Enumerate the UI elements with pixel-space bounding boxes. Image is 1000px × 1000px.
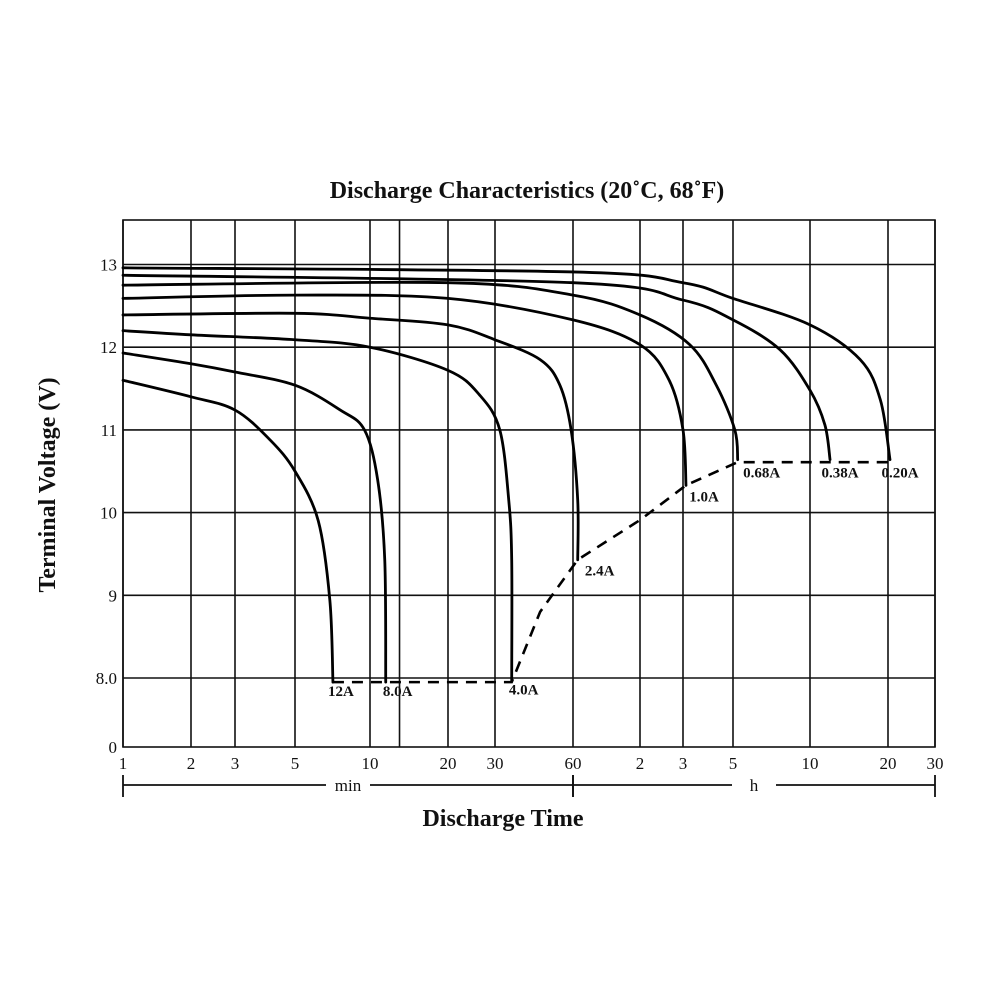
curve-0-68A [121, 280, 740, 462]
cutoff-voltage-line [332, 460, 891, 684]
x-tick-label: 30 [927, 754, 944, 773]
x-tick-label: 5 [291, 754, 300, 773]
curve-12A [121, 378, 335, 684]
x-axis-label: Discharge Time [422, 806, 583, 832]
x-tick-label: 20 [880, 754, 897, 773]
y-tick-label: 0 [109, 738, 118, 757]
x-tick-label: 3 [679, 754, 688, 773]
x-tick-label: 20 [440, 754, 457, 773]
curve-4-0A [121, 329, 514, 682]
curve-label: 1.0A [689, 489, 719, 505]
x-tick-label: 3 [231, 754, 240, 773]
x-tick-labels: 1 2 3 5 10 20 30 60 2 3 5 10 20 30 [119, 754, 944, 773]
y-tick-labels: 0 8.0 9 10 11 12 13 [96, 256, 117, 758]
curve-label: 12A [328, 684, 354, 700]
x-tick-label: 5 [729, 754, 738, 773]
y-tick-label: 11 [101, 421, 117, 440]
curve-label: 0.20A [881, 466, 918, 482]
x-tick-label: 1 [119, 754, 128, 773]
time-unit-brackets: min h [122, 775, 936, 797]
curve-1-0A [121, 293, 688, 487]
chart-title: Discharge Characteristics (20˚C, 68˚F) [330, 178, 725, 204]
curve-label: 0.68A [743, 466, 780, 482]
y-tick-label: 9 [109, 586, 118, 605]
y-tick-label: 13 [100, 256, 117, 275]
x-tick-label: 10 [802, 754, 819, 773]
curve-label: 2.4A [585, 564, 615, 580]
y-tick-label: 10 [100, 504, 117, 523]
x-tick-label: 10 [362, 754, 379, 773]
curve-0-20A [121, 266, 892, 462]
curve-label: 4.0A [509, 682, 539, 698]
discharge-curves [121, 266, 892, 684]
y-axis-label: Terminal Voltage (V) [35, 377, 61, 592]
curve-8-0A [121, 351, 388, 684]
time-unit-label: min [335, 776, 362, 795]
grid [122, 219, 936, 748]
curve-labels: 12A 8.0A 4.0A 2.4A 1.0A 0.68A 0.38A 0.20A [328, 466, 919, 700]
x-tick-label: 60 [565, 754, 582, 773]
curve-2-4A [121, 311, 580, 562]
curve-label: 0.38A [821, 466, 858, 482]
curve-label: 8.0A [383, 684, 413, 700]
plot-frame [122, 219, 936, 748]
y-tick-label: 8.0 [96, 669, 117, 688]
x-tick-label: 2 [187, 754, 196, 773]
x-tick-label: 2 [636, 754, 645, 773]
y-tick-label: 12 [100, 338, 117, 357]
time-unit-label: h [750, 776, 759, 795]
x-tick-label: 30 [487, 754, 504, 773]
curve-0-38A [121, 273, 832, 462]
